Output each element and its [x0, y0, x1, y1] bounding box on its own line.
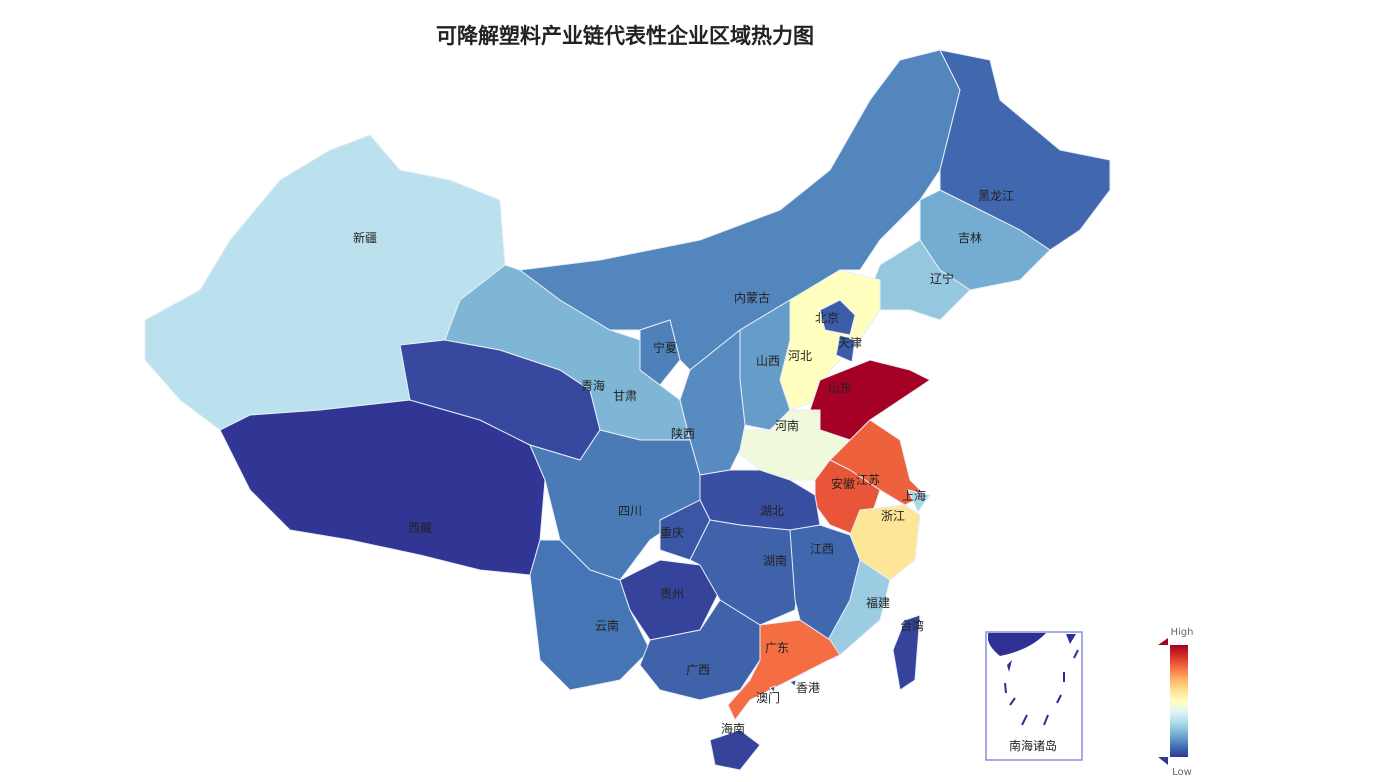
province-label: 贵州 [660, 587, 684, 601]
legend-high-handle[interactable] [1158, 638, 1168, 645]
province-region[interactable] [869, 239, 971, 321]
province-region[interactable] [939, 49, 1111, 251]
province-region[interactable] [679, 328, 746, 476]
province-region[interactable] [892, 614, 921, 691]
province-label: 陕西 [671, 426, 695, 441]
province-label: 广西 [686, 663, 710, 677]
province-label: 浙江 [881, 509, 905, 523]
province-label: 内蒙古 [734, 290, 770, 305]
province-label: 新疆 [353, 230, 377, 245]
province-label: 四川 [618, 504, 642, 518]
province-region[interactable] [689, 519, 801, 626]
province-region[interactable] [907, 489, 931, 514]
province-label: 吉林 [958, 231, 982, 245]
province-region[interactable] [639, 599, 761, 701]
province-label: 云南 [595, 618, 619, 633]
province-region[interactable] [835, 334, 856, 363]
map-title: 可降解塑料产业链代表性企业区域热力图 [436, 24, 814, 48]
province-label: 辽宁 [930, 271, 954, 286]
province-label: 河北 [788, 349, 812, 363]
inset-label: 南海诸岛 [1009, 738, 1057, 753]
province-label: 黑龙江 [978, 189, 1014, 203]
province-region[interactable] [619, 559, 721, 641]
province-label: 西藏 [408, 521, 432, 535]
legend-low-handle[interactable] [1158, 757, 1168, 765]
province-label: 江西 [810, 542, 834, 556]
province-region[interactable] [819, 299, 856, 336]
province-label: 台湾 [900, 618, 924, 633]
province-region[interactable] [727, 619, 841, 721]
province-label: 山东 [828, 381, 852, 395]
province-label: 北京 [815, 311, 839, 325]
province-region[interactable] [709, 729, 761, 771]
province-label: 广东 [765, 641, 789, 655]
province-label: 江苏 [856, 473, 880, 487]
province-label: 海南 [721, 721, 745, 736]
province-label: 香港 [796, 681, 820, 695]
province-label: 上海 [902, 488, 926, 503]
province-label: 山西 [756, 354, 780, 368]
province-label: 宁夏 [653, 340, 677, 355]
province-label: 湖南 [763, 553, 787, 568]
province-label: 天津 [838, 336, 862, 350]
province-label: 河南 [775, 418, 799, 433]
legend-low-label: Low [1172, 767, 1192, 778]
province-label: 青海 [581, 378, 605, 393]
province-label: 福建 [866, 595, 890, 610]
province-region[interactable] [919, 189, 1051, 291]
legend-color-bar[interactable] [1170, 645, 1188, 757]
province-region[interactable] [639, 319, 681, 386]
province-region[interactable] [769, 685, 776, 694]
province-label: 安徽 [831, 476, 855, 491]
province-label: 甘肃 [613, 389, 637, 403]
visual-map-legend[interactable]: High Low [1158, 627, 1193, 778]
legend-high-label: High [1171, 627, 1194, 638]
south-china-sea-inset: 南海诸岛 [985, 631, 1083, 761]
province-label: 澳门 [756, 690, 780, 705]
province-region[interactable] [788, 679, 797, 687]
province-label: 湖北 [760, 503, 784, 518]
province-label: 重庆 [660, 526, 684, 540]
